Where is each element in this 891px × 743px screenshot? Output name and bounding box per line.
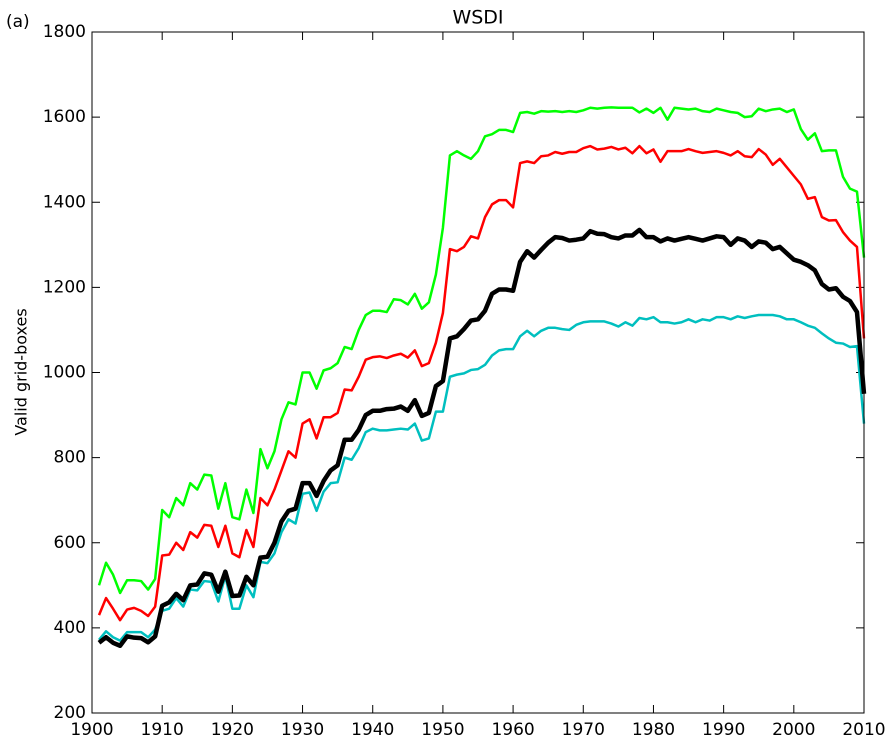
series-line [97,106,866,595]
y-tick-label: 1400 [43,192,86,212]
x-tick-label: 2000 [772,720,815,740]
y-tick-label: 200 [54,703,86,723]
y-tick-label: 1000 [43,363,86,383]
x-tick-label: 1990 [702,720,745,740]
x-tick-label: 1930 [281,720,324,740]
panel-label: (a) [6,12,30,32]
x-tick-label: 1900 [70,720,113,740]
x-tick-label: 1960 [491,720,534,740]
y-tick-label: 1200 [43,277,86,297]
x-tick-label: 1910 [141,720,184,740]
x-tick-label: 1920 [211,720,254,740]
y-tick-label: 800 [54,448,86,468]
plot-frame [91,31,865,714]
x-tick-label: 1980 [632,720,675,740]
y-axis-label: Valid grid-boxes [12,308,31,435]
x-tick-label: 1950 [421,720,464,740]
x-tick-label: 1940 [351,720,394,740]
y-tick-label: 1800 [43,22,86,42]
y-tick-label: 600 [54,533,86,553]
series-line [97,144,866,622]
y-tick-label: 400 [54,618,86,638]
series-line [97,227,867,649]
x-tick-label: 2010 [842,720,885,740]
series-line [98,313,866,642]
chart-title: WSDI [452,7,503,29]
y-tick-label: 1600 [43,107,86,127]
x-tick-label: 1970 [562,720,605,740]
